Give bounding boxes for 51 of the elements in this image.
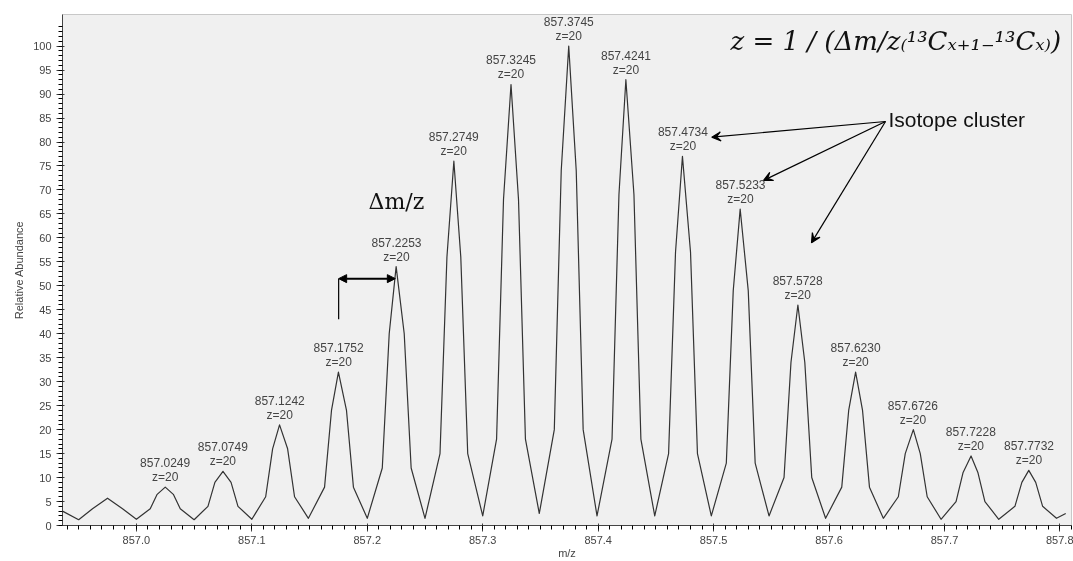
annotation: 857.3245 z=20 xyxy=(485,53,537,82)
y-tick-label: 50 xyxy=(39,279,52,292)
y-tick-label: 35 xyxy=(39,351,52,364)
annotation: 857.1242 z=20 xyxy=(254,393,306,422)
annotation: 857.5728 z=20 xyxy=(772,273,824,302)
y-tick-label: 25 xyxy=(39,399,52,412)
x-tick-label: 857.5 xyxy=(699,533,728,546)
y-tick-label: 95 xyxy=(39,64,52,77)
annotation: 857.3745 z=20 xyxy=(543,15,595,44)
y-tick-label: 80 xyxy=(39,136,52,149)
x-tick-label: 857.2 xyxy=(353,533,382,546)
x-tick-label: 857.0 xyxy=(122,533,151,546)
annotation: 857.2253 z=20 xyxy=(371,235,422,264)
annotation: 857.6230 z=20 xyxy=(830,341,881,370)
y-tick-label: 20 xyxy=(39,423,52,436)
y-tick-label: 15 xyxy=(39,447,52,460)
annotation: 857.7732 z=20 xyxy=(1003,439,1055,468)
y-tick-label: 10 xyxy=(39,471,52,484)
y-tick-label: 70 xyxy=(39,183,52,196)
y-tick-label: 45 xyxy=(39,303,52,316)
y-tick-label: 30 xyxy=(39,375,52,388)
y-tick-label: 5 xyxy=(45,495,52,508)
annotation: 857.1752 z=20 xyxy=(313,341,364,370)
annotation: 857.5233 z=20 xyxy=(715,178,766,207)
annotation: 857.2749 z=20 xyxy=(428,130,480,159)
y-tick-label: 0 xyxy=(45,519,52,532)
y-tick-label: 75 xyxy=(39,159,52,172)
annotation: Δm/z xyxy=(368,188,425,214)
annotation: 857.4241 z=20 xyxy=(600,48,652,77)
x-tick-label: 857.4 xyxy=(584,533,612,546)
x-tick-label: 857.1 xyxy=(238,533,266,546)
y-tick-label: 40 xyxy=(39,327,52,340)
x-axis-title: m/z xyxy=(558,546,576,559)
annotation: 857.0249 z=20 xyxy=(140,456,191,485)
x-tick-label: 857.6 xyxy=(815,533,843,546)
annotation: Isotope cluster xyxy=(888,108,1026,131)
y-tick-label: 55 xyxy=(39,255,52,268)
annotation: 857.6726 z=20 xyxy=(887,398,939,427)
y-tick-label: 85 xyxy=(39,112,52,125)
y-tick-label: 60 xyxy=(39,231,52,244)
y-tick-label: 90 xyxy=(39,88,52,101)
annotation: z = 1 / (Δm/z₍¹³Cₓ₊₁₋¹³Cₓ₎) xyxy=(729,25,1062,56)
x-tick-label: 857.3 xyxy=(468,533,497,546)
x-tick-label: 857.8 xyxy=(1045,533,1073,546)
y-axis-title: Relative Abundance xyxy=(13,221,26,320)
annotation: 857.4734 z=20 xyxy=(657,125,709,154)
x-tick-label: 857.7 xyxy=(930,533,959,546)
annotation: 857.7228 z=20 xyxy=(945,424,997,453)
y-tick-label: 65 xyxy=(39,207,52,220)
y-tick-label: 100 xyxy=(33,40,52,53)
annotation: 857.0749 z=20 xyxy=(197,440,249,469)
